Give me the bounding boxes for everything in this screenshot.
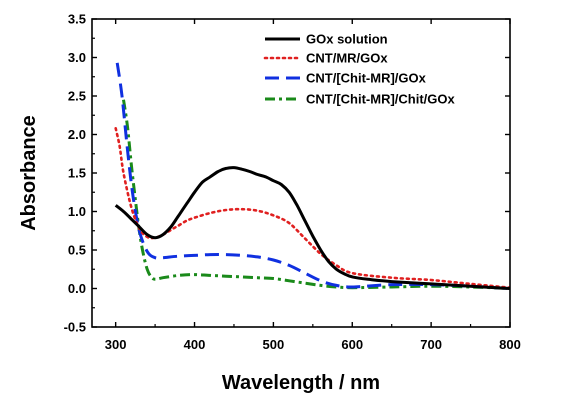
legend-label-1: GOx solution (306, 32, 388, 47)
series-line-1 (114, 166, 510, 290)
legend-label-3: CNT/[Chit-MR]/GOx (306, 71, 427, 86)
x-tick-label: 600 (341, 337, 363, 352)
x-axis-label: Wavelength / nm (222, 372, 380, 394)
axes: 300 400 500 600 700 800 -0.5 0.0 0.5 1.0 1.5 2.0 2.5… (64, 12, 521, 353)
y-tick-label: 3.5 (68, 12, 86, 27)
y-tick-label: 2.5 (68, 89, 86, 104)
series-line-3 (115, 62, 510, 290)
series-line-4 (122, 99, 510, 290)
x-tick-label: 800 (499, 337, 521, 352)
y-tick-label: 2.0 (68, 127, 86, 142)
y-tick-label: 1.0 (68, 204, 86, 219)
x-tick-label: 500 (263, 337, 285, 352)
y-tick-label: 0.5 (68, 243, 86, 258)
legend-label-2: CNT/MR/GOx (306, 51, 388, 66)
plot-area (114, 62, 510, 290)
legend: GOx solution CNT/MR/GOx CNT/[Chit-MR]/GOx C… (263, 32, 456, 107)
legend-label-4: CNT/[Chit-MR]/Chit/GOx (306, 92, 456, 107)
x-tick-label: 700 (420, 337, 442, 352)
x-tick-label: 400 (184, 337, 206, 352)
y-tick-label: 1.5 (68, 166, 86, 181)
series-line-2 (114, 127, 510, 289)
x-tick-label: 300 (105, 337, 127, 352)
plot-frame (91, 18, 511, 328)
y-tick-label: 0.0 (68, 281, 86, 296)
y-tick-label: -0.5 (64, 320, 86, 335)
y-axis-label: Absorbance (18, 115, 40, 231)
y-tick-label: 3.0 (68, 50, 86, 65)
